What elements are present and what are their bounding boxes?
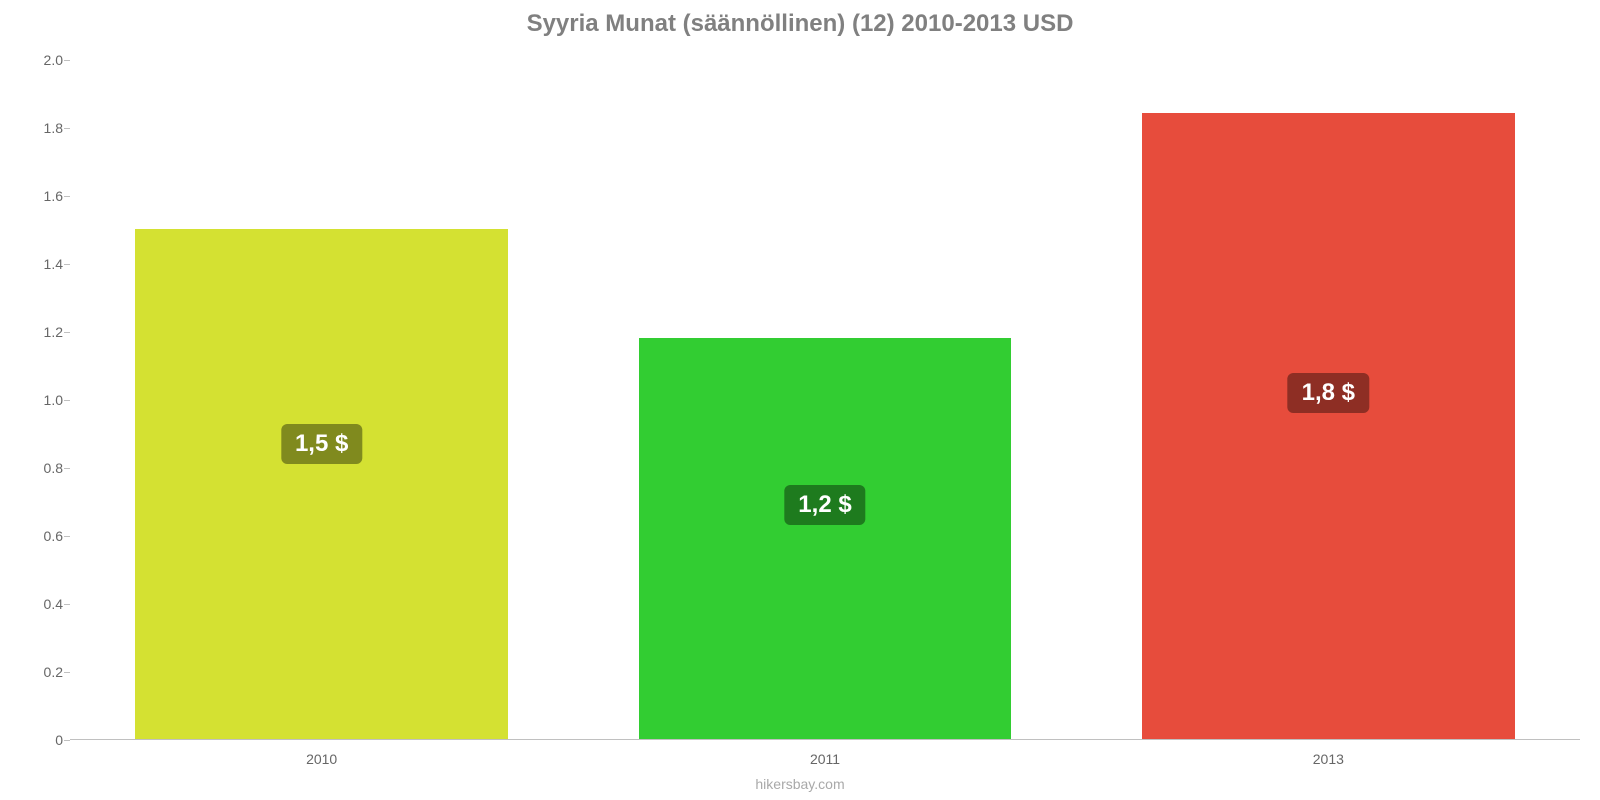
y-tick-label: 1.4 (15, 256, 63, 272)
y-tick-label: 1.6 (15, 188, 63, 204)
y-tick-mark (64, 468, 70, 469)
chart-container: Syyria Munat (säännöllinen) (12) 2010-20… (0, 0, 1600, 800)
chart-title: Syyria Munat (säännöllinen) (12) 2010-20… (0, 0, 1600, 38)
footer-text: hikersbay.com (0, 776, 1600, 792)
x-tick-label: 2011 (810, 751, 840, 767)
y-tick-mark (64, 740, 70, 741)
y-tick-label: 0.6 (15, 528, 63, 544)
y-tick-mark (64, 332, 70, 333)
x-tick-label: 2010 (306, 751, 337, 767)
y-tick-mark (64, 536, 70, 537)
y-tick-label: 1.8 (15, 120, 63, 136)
y-tick-label: 2.0 (15, 52, 63, 68)
bar (135, 229, 507, 739)
y-tick-label: 1.2 (15, 324, 63, 340)
y-tick-mark (64, 264, 70, 265)
y-tick-label: 0.2 (15, 664, 63, 680)
bar (1142, 113, 1514, 739)
plot-area: 00.20.40.60.81.01.21.41.61.82.020101,5 $… (70, 60, 1580, 740)
bar (639, 338, 1011, 739)
y-tick-mark (64, 128, 70, 129)
bar-value-label: 1,5 $ (281, 424, 362, 464)
y-tick-mark (64, 60, 70, 61)
bar-value-label: 1,2 $ (784, 485, 865, 525)
y-tick-mark (64, 672, 70, 673)
y-tick-label: 1.0 (15, 392, 63, 408)
y-tick-mark (64, 604, 70, 605)
y-tick-label: 0.8 (15, 460, 63, 476)
x-tick-label: 2013 (1313, 751, 1344, 767)
y-tick-label: 0 (15, 732, 63, 748)
bar-value-label: 1,8 $ (1288, 373, 1369, 413)
y-tick-mark (64, 400, 70, 401)
y-tick-label: 0.4 (15, 596, 63, 612)
y-tick-mark (64, 196, 70, 197)
